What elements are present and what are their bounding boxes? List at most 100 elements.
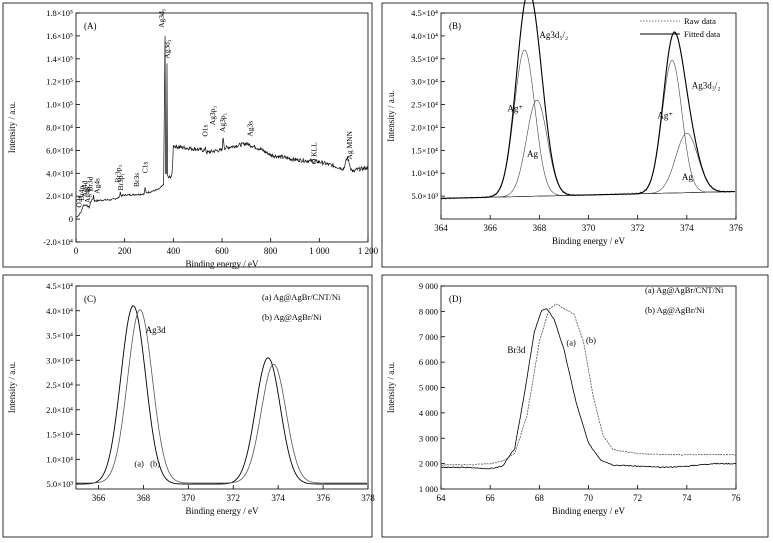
x-tick-label: 400: [167, 246, 181, 256]
x-tick-label: 68: [535, 493, 545, 503]
x-tick-label: 64: [437, 493, 447, 503]
y-axis-label: Intensity / a.u.: [386, 90, 396, 142]
y-tick-label: 7 000: [419, 332, 438, 342]
legend-a: (a) Ag@AgBr/CNT/Ni: [262, 292, 341, 302]
x-tick-label: 366: [92, 493, 106, 503]
legend-a: (a) Ag@AgBr/CNT/Ni: [645, 285, 724, 295]
x-tick-label: 600: [215, 246, 229, 256]
x-tick-label: 372: [226, 493, 240, 503]
y-tick-label: 9 000: [419, 281, 438, 291]
legend-b: (b) Ag@AgBr/Ni: [645, 305, 705, 315]
component-peak: [440, 132, 736, 199]
peak-annotation: O KLL: [309, 142, 318, 164]
peak-annotation: Br3s: [132, 173, 141, 187]
panel-label: (B): [449, 21, 461, 31]
y-tick-label: 5.0×10³: [412, 191, 439, 201]
panel-1: 364 366 368 370 372 374 376 5.0×10³ 1.0×10⁴ 1.5×1…: [381, 0, 769, 268]
y-tick-label: 2.5×10⁴: [411, 100, 438, 110]
series-b: [76, 309, 368, 484]
panel-frame: [2, 2, 373, 268]
panel-2: 366 368 370 372 374 376 378 5.0×10³ 1.0×10⁴ 1.5×1…: [2, 274, 375, 538]
x-tick-label: 74: [682, 493, 692, 503]
y-tick-label: 2.0×10⁴: [46, 405, 73, 415]
peak-annotation: Ag4p: [83, 186, 92, 203]
curve-label-b: (b): [150, 459, 160, 469]
plot-area: [75, 285, 369, 490]
y-tick-label: 2 000: [419, 459, 438, 469]
x-axis-label: Binding energy / eV: [185, 259, 259, 269]
y-tick-label: 4.0×10⁴: [46, 306, 73, 316]
peak-annotation: Ag3p₁: [218, 112, 227, 132]
peak-annotation: Ag3d₃: [162, 39, 171, 59]
curve-label-a: (a): [566, 338, 576, 348]
legend-b: (b) Ag@AgBr/Ni: [262, 312, 322, 322]
x-tick-label: 1 000: [309, 246, 330, 256]
x-axis-label: Binding energy / eV: [552, 236, 626, 246]
y-tick-label: 3.0×10⁴: [411, 77, 438, 87]
peak-annotation: Ag3d: [146, 325, 166, 335]
y-tick-label: 6.0×10⁴: [46, 145, 73, 155]
y-tick-label: -2.0×10⁴: [43, 237, 73, 247]
x-tick-label: 368: [533, 223, 547, 233]
x-tick-label: 378: [361, 493, 375, 503]
peak-annotation: C1s: [141, 162, 150, 174]
y-tick-label: 3.0×10⁴: [46, 355, 73, 365]
y-tick-label: 1.8×10⁵: [46, 8, 73, 18]
y-tick-label: 1.2×10⁵: [46, 77, 73, 87]
panel-0: 0 200 400 600 800 1 000 1 200-2.0×10⁴02.0×10⁴4…: [2, 2, 379, 269]
series-a: [440, 308, 737, 470]
peak-annotation: Ag3d₅/₂: [539, 30, 568, 40]
x-tick-label: 370: [182, 493, 196, 503]
peak-annotation: Br3p₃: [114, 164, 123, 182]
panel-frame: [381, 274, 769, 538]
y-axis-label: Intensity / a.u.: [7, 102, 17, 154]
y-tick-label: 1.0×10⁵: [46, 100, 73, 110]
y-axis-label: Intensity / a.u.: [7, 362, 17, 414]
y-tick-label: 5 000: [419, 383, 438, 393]
legend-fitted: Fitted data: [684, 29, 720, 39]
plot-area: [440, 12, 737, 220]
x-tick-label: 76: [732, 493, 742, 503]
peak-annotation: Ag3s: [246, 121, 255, 137]
peak-annotation: Br4p: [77, 186, 86, 201]
y-tick-label: 1.0×10⁴: [411, 168, 438, 178]
y-tick-label: 2.0×10⁴: [46, 191, 73, 201]
y-tick-label: 4.0×10⁴: [46, 168, 73, 178]
panel-frame: [2, 274, 373, 538]
x-tick-label: 376: [729, 223, 743, 233]
legend-raw: Raw data: [684, 16, 716, 26]
peak-annotation: O1s: [201, 124, 210, 136]
y-tick-label: 1.6×10⁵: [46, 31, 73, 41]
y-tick-label: 1.0×10⁴: [46, 454, 73, 464]
peak-annotation: Ag⁺: [657, 110, 673, 120]
y-tick-label: 0: [69, 214, 73, 224]
peak-annotation: Ag3p₃: [208, 106, 217, 126]
x-tick-label: 66: [486, 493, 496, 503]
peak-annotation: Ag3d₅: [157, 8, 166, 28]
x-axis-label: Binding energy / eV: [185, 506, 259, 516]
y-tick-label: 4.5×10⁴: [46, 281, 73, 291]
y-tick-label: 1.5×10⁴: [46, 430, 73, 440]
panel-frame: [381, 2, 769, 268]
y-tick-label: 8 000: [419, 306, 438, 316]
x-tick-label: 376: [316, 493, 330, 503]
y-axis-label: Intensity / a.u.: [386, 362, 396, 414]
series-fitted: [440, 0, 736, 199]
x-tick-label: 374: [271, 493, 285, 503]
x-tick-label: 1 200: [358, 246, 379, 256]
y-tick-label: 8.0×10⁴: [46, 123, 73, 133]
x-tick-label: 72: [633, 493, 642, 503]
curve-label-b: (b): [586, 335, 596, 345]
panel-3: 64 66 68 70 72 74 76 1 000 2 000 3 000 4 000 5 000 6…: [381, 274, 769, 538]
x-tick-label: 364: [434, 223, 448, 233]
peak-annotation: Ag4d: [80, 180, 89, 197]
peak-annotation: Ag⁺: [507, 103, 523, 113]
series-survey: [75, 35, 369, 218]
peak-annotation: Br3d: [86, 176, 95, 191]
y-tick-label: 1 000: [419, 484, 438, 494]
y-tick-label: 2.5×10⁴: [46, 380, 73, 390]
x-tick-label: 366: [483, 223, 497, 233]
x-tick-label: 368: [137, 493, 151, 503]
y-tick-label: 4.0×10⁴: [411, 31, 438, 41]
